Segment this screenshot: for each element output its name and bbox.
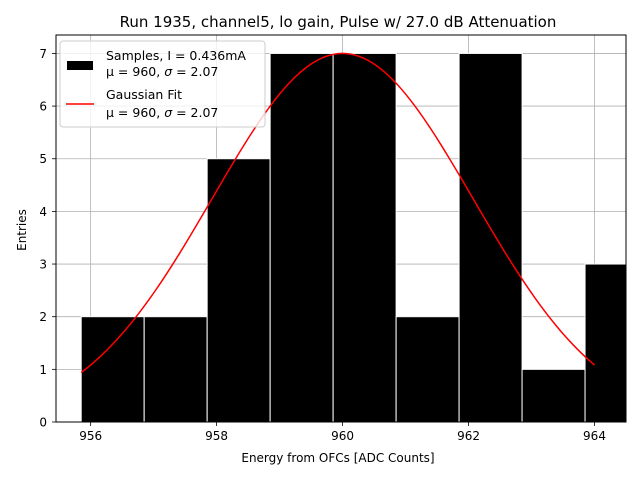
plot-frame [55,34,627,423]
legend-label-fit: Gaussian Fit [106,87,182,102]
histogram-bar [143,316,208,423]
x-tick-label: 960 [331,429,354,443]
legend-stats-samples: μ = 960, σ = 2.07 [106,64,218,79]
y-tick-label: 6 [39,100,47,114]
y-tick-label: 0 [39,416,47,430]
histogram-bar [395,316,460,423]
histogram-bar [80,316,145,423]
histogram-bar [458,52,523,423]
legend: Samples, I = 0.436mA μ = 960, σ = 2.07 G… [59,40,266,128]
y-tick-label: 1 [39,363,47,377]
histogram-bars [80,52,627,423]
gaussian-fit-line [80,52,595,374]
y-axis-ticks: 0 1 2 3 4 5 6 7 [39,47,56,430]
y-tick-label: 7 [39,47,47,61]
histogram-bar [206,158,271,423]
y-tick-label: 4 [39,205,47,219]
legend-label-samples: Samples, I = 0.436mA [106,48,246,63]
x-axis-label: Energy from OFCs [ADC Counts] [241,451,434,465]
histogram-bar [269,52,334,423]
x-tick-label: 958 [205,429,228,443]
chart-title: Run 1935, channel5, lo gain, Pulse w/ 27… [120,13,557,31]
legend-box [59,40,266,128]
y-tick-label: 2 [39,310,47,324]
x-axis-ticks: 956 958 960 962 964 [79,422,606,443]
histogram-bar [332,52,397,423]
histogram-bar [584,263,627,423]
x-tick-label: 962 [457,429,480,443]
legend-stats-fit: μ = 960, σ = 2.07 [106,105,218,120]
y-axis-label: Entries [15,209,29,251]
histogram-bar [521,368,586,423]
x-tick-label: 956 [79,429,102,443]
legend-swatch-samples [67,61,93,70]
x-tick-label: 964 [583,429,606,443]
y-tick-label: 5 [39,152,47,166]
y-tick-label: 3 [39,258,47,272]
gaussian-fit-layer [80,52,595,374]
